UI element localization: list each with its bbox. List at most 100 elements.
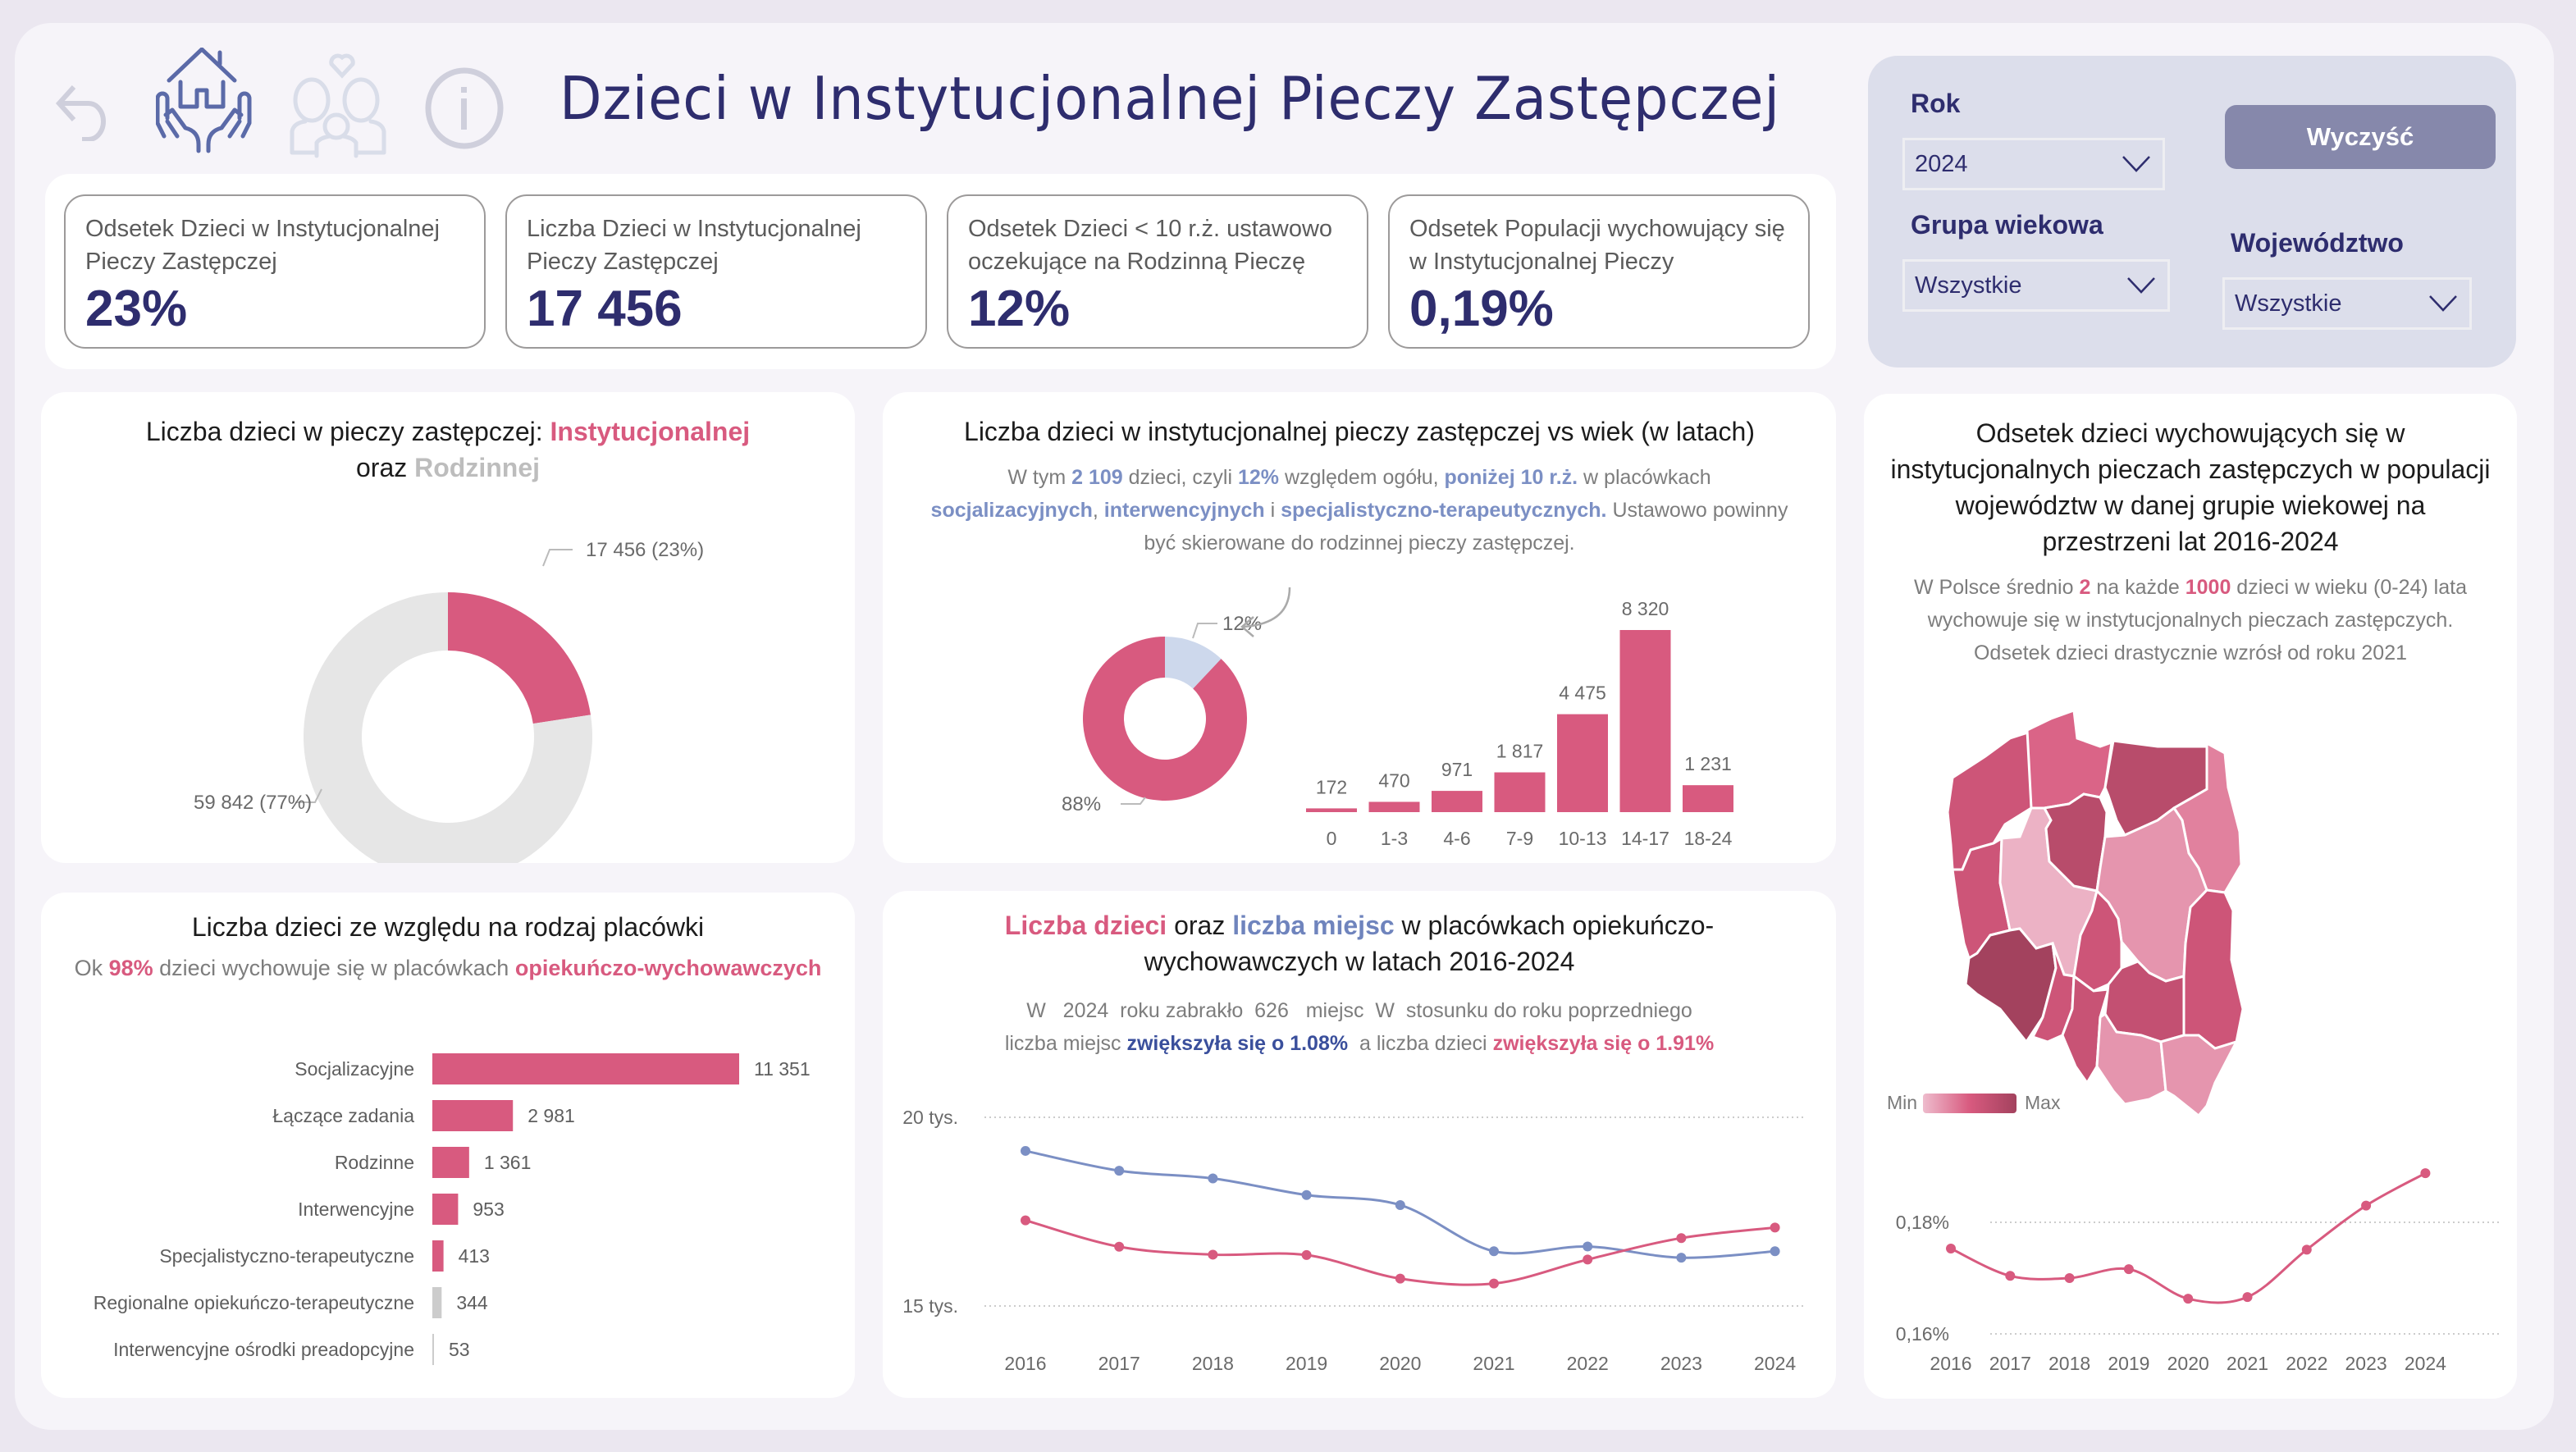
kpi-value: 17 456 — [527, 281, 683, 337]
x-tick-label: 18-24 — [1684, 828, 1733, 849]
age-bar — [1557, 714, 1608, 812]
category-label: Łączące zadania — [272, 1105, 414, 1126]
chevron-down-icon — [2429, 295, 2457, 312]
donut-slice-family — [304, 592, 592, 863]
age-group-dropdown[interactable]: Wszystkie — [1902, 259, 2170, 312]
title-text: Liczba dzieci w pieczy zastępczej: — [145, 417, 550, 446]
voivodeship-filter-label: Województwo — [2231, 228, 2404, 258]
age-bar — [1494, 772, 1546, 812]
bar-value-label: 2 981 — [528, 1105, 575, 1126]
x-tick-label: 2023 — [1660, 1353, 1702, 1374]
data-point — [1489, 1278, 1499, 1289]
info-icon[interactable] — [423, 66, 505, 151]
category-label: Socjalizacyjne — [295, 1058, 414, 1080]
data-point — [1301, 1249, 1312, 1260]
leader-line — [295, 788, 322, 803]
kpi-card-population-share: Odsetek Populacji wychowujący się w Inst… — [1388, 194, 1810, 349]
facility-type-card: Liczba dzieci ze względu na rodzaj placó… — [41, 893, 855, 1398]
sub-text: Odsetek dzieci drastycznie wzrósł od rok… — [1973, 642, 2408, 664]
x-tick-label: 2018 — [2048, 1353, 2090, 1374]
title-highlight-family: Rodzinnej — [414, 453, 540, 482]
sub-highlight-places: zwiększyła się o 1.08% — [1126, 1032, 1349, 1055]
slice-label-institutional: 17 456 (23%) — [586, 539, 704, 561]
data-point — [1946, 1243, 1956, 1253]
donut-slice-other — [1083, 637, 1247, 801]
card-subtitle: W Polsce średnio 2 na każde 1000 dzieci … — [1864, 571, 2517, 669]
sub-text: W tym — [1007, 466, 1072, 489]
family-icon[interactable] — [289, 53, 395, 159]
slice-label-other: 88% — [1062, 793, 1101, 815]
back-arrow-icon[interactable] — [53, 75, 118, 141]
donut-chart-foster-care: 17 456 (23%) 59 842 (77%) — [194, 539, 704, 863]
region-lubelskie — [2182, 888, 2245, 1050]
voivodeship-dropdown[interactable]: Wszystkie — [2222, 277, 2472, 330]
x-tick-label: 2020 — [2167, 1353, 2209, 1374]
type-bar — [432, 1287, 442, 1318]
kpi-value: 23% — [85, 281, 188, 337]
map-card: Odsetek dzieci wychowujących się w insty… — [1864, 394, 2517, 1399]
slice-label-family: 59 842 (77%) — [194, 792, 312, 814]
bar-value-label: 413 — [459, 1245, 490, 1267]
legend-max-label: Max — [2025, 1092, 2061, 1113]
type-bar — [432, 1194, 459, 1225]
data-point — [1114, 1241, 1125, 1252]
data-point — [2064, 1273, 2075, 1283]
series-line-rate — [1950, 1171, 2427, 1304]
kpi-card-under-10-waiting: Odsetek Dzieci < 10 r.ż. ustawowo oczeku… — [947, 194, 1368, 349]
sub-text: liczba miejsc — [1004, 1032, 1127, 1055]
x-tick-label: 2024 — [2405, 1353, 2446, 1374]
kpi-label: Odsetek Dzieci < 10 r.ż. ustawowo oczeku… — [968, 216, 1333, 275]
type-bar — [432, 1100, 514, 1131]
x-tick-label: 2022 — [1567, 1353, 1609, 1374]
region-opolskie — [2030, 943, 2076, 1043]
x-tick-label: 4-6 — [1443, 828, 1470, 849]
category-label: Interwencyjne ośrodki preadopcyjne — [113, 1339, 414, 1360]
age-bar — [1683, 785, 1733, 812]
bar-value-label: 11 351 — [754, 1058, 811, 1080]
data-point — [2123, 1264, 2134, 1275]
voivodeship-dropdown-value: Wszystkie — [2235, 290, 2342, 317]
type-bar — [432, 1240, 444, 1272]
type-bar — [432, 1053, 739, 1084]
kpi-card-share-institutional: Odsetek Dzieci w Instytucjonalnej Pieczy… — [64, 194, 486, 349]
kpi-value: 0,19% — [1409, 281, 1554, 337]
curved-arrow-icon — [1243, 587, 1291, 628]
sub-text: i — [1264, 499, 1281, 522]
foster-care-donut-card: Liczba dzieci w pieczy zastępczej: Insty… — [41, 392, 855, 863]
data-point — [1208, 1173, 1218, 1184]
chevron-down-icon — [2127, 277, 2155, 294]
poland-map: Min Max — [1887, 708, 2245, 1118]
page-title: Dzieci w Instytucjonalnej Pieczy Zastępc… — [560, 64, 1780, 133]
data-point — [1583, 1241, 1593, 1252]
sub-text: względem ogółu, — [1279, 466, 1445, 489]
data-point — [1676, 1233, 1687, 1244]
kpi-label: Odsetek Populacji wychowujący się w Inst… — [1409, 216, 1785, 275]
card-subtitle: W 2024 roku zabrakło 626 miejsc W stosun… — [883, 994, 1836, 1060]
sub-highlight: 98% — [108, 956, 153, 980]
sub-text: Ok — [74, 956, 109, 980]
sub-highlight: opiekuńczo-wychowawczych — [514, 956, 822, 980]
year-dropdown[interactable]: 2024 — [1902, 138, 2165, 190]
x-tick-label: 14-17 — [1621, 828, 1669, 849]
kpi-label: Odsetek Dzieci w Instytucjonalnej Pieczy… — [85, 216, 440, 275]
sub-text: dzieci wychowuje się w placówkach — [153, 956, 515, 980]
x-tick-label: 0 — [1327, 828, 1337, 849]
x-tick-label: 10-13 — [1559, 828, 1607, 849]
type-bar — [432, 1334, 434, 1365]
filter-panel: Rok 2024 Grupa wiekowa Wszystkie Wyczyść… — [1868, 56, 2516, 368]
age-bar — [1619, 630, 1671, 812]
arrow-head-icon — [1240, 616, 1254, 637]
data-point — [1114, 1166, 1125, 1176]
data-point — [2005, 1271, 2016, 1281]
data-point — [1770, 1246, 1780, 1257]
age-group-dropdown-value: Wszystkie — [1915, 272, 2022, 299]
category-label: Regionalne opiekuńczo-terapeutyczne — [94, 1292, 414, 1313]
data-point — [1208, 1249, 1218, 1260]
category-label: Interwencyjne — [298, 1199, 414, 1220]
x-tick-label: 2018 — [1192, 1353, 1234, 1374]
y-tick-label: 0,16% — [1896, 1323, 1949, 1345]
sub-text: W Polsce średnio — [1914, 576, 2080, 599]
house-in-hands-icon[interactable] — [156, 48, 254, 158]
clear-filters-button[interactable]: Wyczyść — [2225, 105, 2496, 169]
data-point — [1583, 1254, 1593, 1265]
